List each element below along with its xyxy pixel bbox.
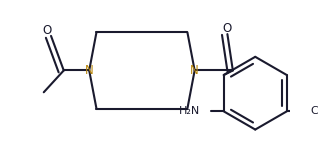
Text: O: O [43,24,52,37]
Text: Cl: Cl [310,106,318,116]
Text: O: O [223,22,232,35]
Text: N: N [85,64,93,77]
Text: H₂N: H₂N [179,106,200,116]
Text: N: N [190,64,199,77]
